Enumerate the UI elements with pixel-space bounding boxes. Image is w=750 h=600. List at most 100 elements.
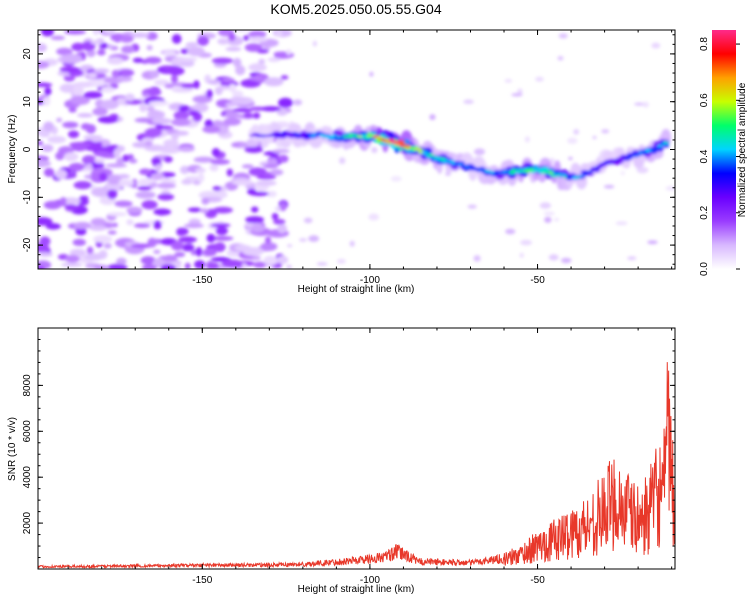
heatmap-cell	[120, 45, 135, 54]
heatmap-cell	[197, 35, 209, 46]
heatmap-cell	[43, 167, 55, 177]
heatmap-cell	[93, 151, 110, 157]
heatmap-cell	[519, 252, 524, 258]
heatmap-cell	[554, 218, 559, 222]
heatmap-cell	[155, 162, 162, 172]
heatmap-cell	[244, 146, 264, 154]
heatmap-cell	[249, 191, 270, 197]
heatmap-cell	[277, 223, 287, 234]
heatmap-cell	[146, 45, 153, 51]
x-tick-label: -100	[360, 575, 380, 586]
heatmap-cell	[38, 243, 50, 253]
heatmap-cell	[511, 93, 523, 97]
heatmap-cell	[160, 264, 177, 269]
heatmap-cell	[97, 49, 106, 56]
heatmap-cell	[260, 134, 270, 148]
heatmap-cell	[568, 156, 573, 161]
heatmap-cell	[141, 264, 158, 269]
heatmap-cell	[414, 148, 423, 151]
heatmap-cell	[149, 70, 160, 79]
snr-x-axis: -150 -100 -50	[67, 328, 673, 586]
heatmap-cell	[77, 113, 93, 118]
heatmap-cell	[119, 34, 134, 43]
heatmap-cell	[151, 117, 172, 125]
heatmap-cell	[84, 253, 105, 261]
heatmap-cell	[653, 147, 661, 152]
heatmap-cell	[209, 163, 219, 172]
colorbar-label: Normalized spectral amplitude	[737, 82, 748, 217]
heatmap-cell	[402, 144, 411, 148]
y-tick-label: -10	[22, 190, 33, 205]
heatmap-cell	[241, 164, 254, 169]
heatmap-cell	[260, 106, 282, 112]
heatmap-cell	[234, 244, 252, 251]
heatmap-cell	[144, 140, 153, 147]
heatmap-cell	[243, 35, 250, 41]
heatmap-cell	[294, 134, 302, 137]
heatmap-cell	[71, 143, 88, 152]
heatmap-cell	[211, 148, 221, 157]
heatmap-cell	[100, 99, 119, 110]
x-tick-label: -50	[530, 575, 545, 586]
heatmap-cell	[176, 227, 189, 236]
heatmap-cell	[225, 102, 238, 107]
heatmap-cell	[118, 174, 130, 179]
heatmap-cell	[280, 75, 289, 80]
heatmap-cell	[560, 173, 567, 177]
heatmap-cell	[187, 207, 202, 213]
heatmap-cell	[309, 134, 317, 138]
heatmap-cell	[111, 69, 120, 78]
heatmap-cell	[41, 30, 54, 37]
heatmap-cell	[429, 114, 436, 121]
heatmap-cell	[605, 162, 613, 165]
heatmap-cell	[93, 158, 105, 164]
heatmap-cell	[61, 262, 83, 267]
heatmap-cell	[221, 259, 243, 268]
heatmap-cell	[72, 81, 94, 88]
heatmap-cell	[86, 246, 94, 255]
heatmap-cell	[580, 173, 589, 176]
heatmap-cell	[43, 121, 55, 132]
heatmap-cell	[44, 87, 52, 96]
y-tick-label: 4000	[22, 466, 33, 489]
spectrogram-background	[38, 30, 675, 269]
heatmap-cell	[243, 112, 253, 119]
heatmap-cell	[272, 148, 290, 154]
heatmap-cell	[520, 239, 532, 246]
heatmap-cell	[615, 221, 628, 226]
heatmap-cell	[62, 121, 79, 129]
colorbar-axis: 0.0 0.2 0.4 0.6 0.8	[699, 37, 740, 276]
heatmap-cell	[206, 233, 216, 243]
heatmap-cell	[171, 118, 191, 127]
heatmap-cell	[235, 65, 246, 76]
heatmap-cell	[157, 193, 175, 201]
heatmap-cell	[89, 224, 107, 231]
heatmap-cell	[589, 168, 598, 172]
heatmap-cell	[73, 180, 92, 190]
heatmap-cell	[369, 71, 374, 77]
heatmap-cell	[107, 189, 118, 200]
heatmap-cell	[141, 200, 158, 210]
heatmap-cell	[126, 219, 134, 226]
heatmap-cell	[248, 30, 267, 38]
heatmap-cell	[61, 53, 83, 64]
heatmap-cell	[92, 30, 100, 36]
heatmap-cell	[206, 89, 213, 98]
heatmap-cell	[102, 30, 117, 34]
heatmap-cell	[535, 76, 544, 82]
heatmap-cell	[173, 110, 190, 121]
heatmap-cell	[248, 76, 264, 81]
y-tick-label: 10	[22, 96, 33, 108]
heatmap-cell	[270, 169, 284, 176]
colorbar-tick-label: 0.2	[699, 205, 710, 219]
y-tick-label: 0	[22, 146, 33, 152]
heatmap-cell	[93, 264, 109, 269]
heatmap-cell	[133, 223, 151, 228]
heatmap-cell	[154, 79, 170, 86]
heatmap-cell	[117, 68, 135, 77]
heatmap-cell	[129, 158, 138, 164]
snr-panel: -150 -100 -50 2000 4000 6000 8000 Height of s…	[7, 327, 676, 595]
heatmap-cell	[262, 164, 279, 169]
heatmap-cell	[180, 48, 190, 55]
heatmap-cell	[211, 236, 234, 241]
